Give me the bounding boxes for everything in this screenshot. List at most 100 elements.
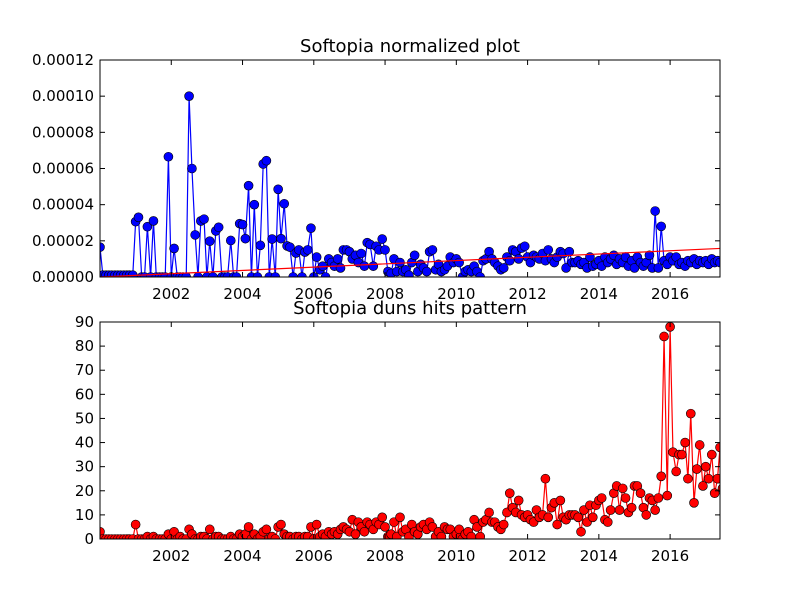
- top-chart: Softopia normalized plot 0.00000 0.00002 0…: [32, 36, 721, 303]
- data-point: [692, 464, 702, 474]
- axes-frame: [99, 321, 721, 540]
- x-tick-label: 2010: [437, 547, 475, 565]
- data-point: [320, 272, 331, 277]
- data-point: [148, 216, 159, 226]
- data-point: [576, 526, 586, 537]
- data-point: [700, 461, 711, 472]
- data-point: [100, 242, 105, 252]
- data-point: [662, 490, 673, 501]
- data-point: [199, 214, 209, 224]
- data-point: [377, 512, 388, 523]
- data-point: [484, 507, 494, 518]
- data-point: [261, 524, 272, 535]
- data-point: [543, 245, 554, 255]
- data-point: [187, 163, 197, 174]
- data-point: [302, 245, 313, 255]
- data-point: [421, 266, 432, 277]
- x-tick-label: 2004: [223, 285, 261, 303]
- x-tick-label: 2008: [366, 547, 404, 565]
- data-point: [680, 437, 690, 448]
- data-point: [208, 272, 218, 277]
- data-point: [656, 221, 667, 232]
- x-tick-label: 2008: [366, 285, 404, 303]
- x-tick-label: 2004: [223, 547, 261, 565]
- x-tick-label: 2010: [437, 285, 475, 303]
- data-point: [133, 212, 144, 223]
- data-point: [641, 510, 652, 520]
- data-point: [377, 234, 388, 244]
- x-tick-label: 2006: [295, 285, 333, 303]
- x-tick-label: 2006: [295, 547, 333, 565]
- y-tick-label: 0: [84, 530, 94, 548]
- y-tick-label: 0.00000: [32, 268, 94, 286]
- data-point: [683, 473, 693, 484]
- data-point: [564, 246, 575, 257]
- data-point: [543, 512, 554, 523]
- data-point: [225, 235, 236, 246]
- plot-area: [100, 322, 720, 539]
- data-point: [689, 498, 699, 508]
- data-point: [685, 408, 696, 419]
- data-point: [332, 254, 343, 264]
- x-tick-label: 2014: [580, 547, 618, 565]
- data-point: [100, 526, 105, 537]
- y-tick-label: 40: [75, 434, 94, 452]
- data-point: [656, 471, 667, 482]
- y-tick-label: 80: [75, 337, 94, 355]
- y-tick-label: 10: [75, 506, 94, 524]
- y-tick-label: 50: [75, 409, 94, 427]
- data-point: [335, 263, 346, 273]
- data-point: [273, 184, 283, 195]
- bottom-chart: Softopia duns hits pattern 0 10 20 30 40 50 60…: [75, 298, 721, 565]
- y-tick-label: 0.00004: [32, 196, 94, 214]
- data-point: [279, 198, 290, 209]
- data-point: [671, 466, 681, 477]
- data-point: [184, 91, 194, 101]
- data-point: [602, 517, 613, 527]
- data-point: [261, 155, 272, 166]
- data-point: [395, 512, 405, 523]
- data-point: [252, 272, 263, 277]
- data-point: [285, 242, 295, 252]
- data-point: [712, 473, 720, 484]
- data-point: [561, 263, 571, 273]
- x-tick-label: 2014: [580, 285, 618, 303]
- data-point: [142, 221, 153, 232]
- data-point: [380, 245, 390, 255]
- data-point: [540, 473, 551, 484]
- data-point: [626, 502, 637, 513]
- data-point: [270, 534, 281, 539]
- data-point: [587, 512, 598, 523]
- x-tick-label: 2012: [508, 547, 546, 565]
- data-point: [519, 241, 530, 252]
- data-point: [311, 519, 322, 530]
- data-point: [706, 449, 717, 460]
- data-point: [635, 488, 646, 498]
- data-point: [169, 243, 179, 254]
- data-point: [130, 519, 141, 530]
- x-tick-label: 2012: [508, 285, 546, 303]
- y-tick-label: 0.00008: [32, 123, 94, 141]
- data-point: [605, 505, 616, 515]
- data-point: [204, 236, 215, 246]
- data-point: [409, 250, 420, 261]
- y-tick-label: 0.00012: [32, 51, 94, 69]
- data-point: [255, 240, 266, 251]
- data-point: [617, 483, 628, 494]
- data-point: [513, 254, 524, 264]
- x-tick-label: 2016: [651, 285, 689, 303]
- data-point: [513, 495, 524, 506]
- data-point: [653, 263, 664, 273]
- plot-area: [100, 91, 720, 277]
- data-point: [698, 481, 708, 491]
- trend-line: [100, 247, 720, 277]
- data-point: [454, 257, 464, 268]
- data-point: [717, 484, 720, 493]
- data-point: [475, 272, 485, 277]
- data-point: [359, 261, 370, 271]
- data-point: [267, 234, 277, 244]
- data-point: [163, 151, 174, 162]
- x-tick-label: 2002: [152, 285, 190, 303]
- x-tick-label: 2002: [152, 547, 190, 565]
